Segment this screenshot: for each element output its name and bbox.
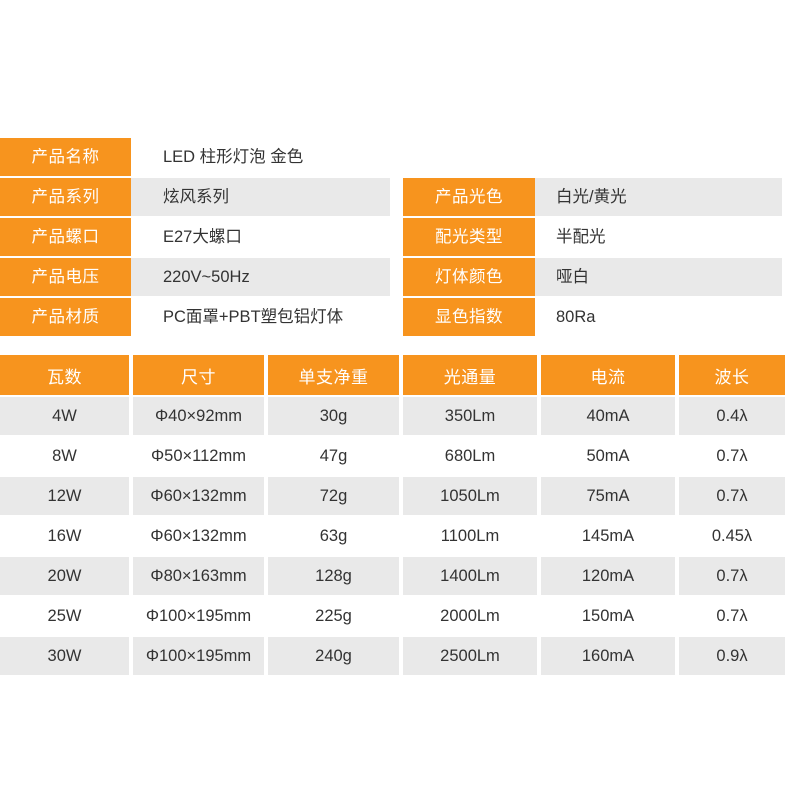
- cell-size: Φ60×132mm: [131, 516, 268, 557]
- cell-size: Φ100×195mm: [131, 596, 268, 637]
- cell-current: 150mA: [539, 596, 679, 637]
- table-row: 8W Φ50×112mm 47g 680Lm 50mA 0.7λ: [0, 436, 785, 477]
- cell-wattage: 25W: [0, 596, 133, 637]
- specification-data-table: 瓦数 尺寸 单支净重 光通量 电流 波长 4W Φ40×92mm 30g 350…: [0, 355, 785, 677]
- table-row: 12W Φ60×132mm 72g 1050Lm 75mA 0.7λ: [0, 476, 785, 517]
- cell-wavelength: 0.7λ: [677, 596, 785, 637]
- cell-wavelength: 0.4λ: [677, 396, 785, 437]
- cell-wattage: 30W: [0, 636, 133, 677]
- cell-wavelength: 0.7λ: [677, 556, 785, 597]
- cell-size: Φ50×112mm: [131, 436, 268, 477]
- spec-value-body-color: 哑白: [556, 268, 589, 286]
- column-header-luminous-flux: 光通量: [401, 355, 541, 397]
- cell-luminous-flux: 1050Lm: [401, 476, 541, 517]
- cell-net-weight: 72g: [266, 476, 403, 517]
- table-row: 16W Φ60×132mm 63g 1100Lm 145mA 0.45λ: [0, 516, 785, 557]
- spec-value-product-series: 炫风系列: [163, 188, 229, 206]
- cell-size: Φ100×195mm: [131, 636, 268, 677]
- cell-wavelength: 0.7λ: [677, 476, 785, 517]
- spec-label-voltage: 产品电压: [0, 258, 131, 296]
- spec-row: 产品电压 220V~50Hz 灯体颜色 哑白: [0, 258, 800, 296]
- cell-wattage: 12W: [0, 476, 133, 517]
- table-body: 4W Φ40×92mm 30g 350Lm 40mA 0.4λ 8W Φ50×1…: [0, 396, 785, 677]
- spec-value-beam-type: 半配光: [556, 228, 606, 246]
- cell-current: 40mA: [539, 396, 679, 437]
- spec-row: 产品螺口 E27大螺口 配光类型 半配光: [0, 218, 800, 256]
- spec-value-cri: 80Ra: [556, 308, 596, 326]
- cell-luminous-flux: 1100Lm: [401, 516, 541, 557]
- column-header-size: 尺寸: [131, 355, 268, 397]
- spec-value-lamp-base: E27大螺口: [163, 228, 242, 246]
- spec-value-material: PC面罩+PBT塑包铝灯体: [163, 308, 344, 326]
- spec-label-lamp-base: 产品螺口: [0, 218, 131, 256]
- cell-wavelength: 0.7λ: [677, 436, 785, 477]
- cell-wavelength: 0.9λ: [677, 636, 785, 677]
- table-row: 4W Φ40×92mm 30g 350Lm 40mA 0.4λ: [0, 396, 785, 437]
- table-row: 30W Φ100×195mm 240g 2500Lm 160mA 0.9λ: [0, 636, 785, 677]
- table-row: 20W Φ80×163mm 128g 1400Lm 120mA 0.7λ: [0, 556, 785, 597]
- spec-label-product-name: 产品名称: [0, 138, 131, 176]
- cell-net-weight: 240g: [266, 636, 403, 677]
- cell-wattage: 8W: [0, 436, 133, 477]
- cell-size: Φ60×132mm: [131, 476, 268, 517]
- specification-block: 产品名称 LED 柱形灯泡 金色 产品系列 炫风系列 产品光色 白光/黄光 产品…: [0, 138, 800, 338]
- cell-wattage: 16W: [0, 516, 133, 557]
- column-header-current: 电流: [539, 355, 679, 397]
- spec-row: 产品材质 PC面罩+PBT塑包铝灯体 显色指数 80Ra: [0, 298, 800, 336]
- spec-label-cri: 显色指数: [403, 298, 535, 336]
- column-header-wattage: 瓦数: [0, 355, 133, 397]
- spec-label-material: 产品材质: [0, 298, 131, 336]
- cell-wattage: 4W: [0, 396, 133, 437]
- table-row: 25W Φ100×195mm 225g 2000Lm 150mA 0.7λ: [0, 596, 785, 637]
- cell-current: 75mA: [539, 476, 679, 517]
- cell-current: 160mA: [539, 636, 679, 677]
- column-header-net-weight: 单支净重: [266, 355, 403, 397]
- cell-net-weight: 47g: [266, 436, 403, 477]
- cell-luminous-flux: 350Lm: [401, 396, 541, 437]
- cell-current: 145mA: [539, 516, 679, 557]
- cell-luminous-flux: 2000Lm: [401, 596, 541, 637]
- cell-luminous-flux: 2500Lm: [401, 636, 541, 677]
- cell-current: 120mA: [539, 556, 679, 597]
- spec-row: 产品名称 LED 柱形灯泡 金色: [0, 138, 800, 176]
- spec-value-product-name: LED 柱形灯泡 金色: [163, 148, 304, 166]
- spec-value-voltage: 220V~50Hz: [163, 268, 250, 286]
- cell-size: Φ80×163mm: [131, 556, 268, 597]
- cell-net-weight: 225g: [266, 596, 403, 637]
- spec-label-beam-type: 配光类型: [403, 218, 535, 256]
- cell-wavelength: 0.45λ: [677, 516, 785, 557]
- cell-size: Φ40×92mm: [131, 396, 268, 437]
- cell-luminous-flux: 1400Lm: [401, 556, 541, 597]
- cell-net-weight: 63g: [266, 516, 403, 557]
- cell-current: 50mA: [539, 436, 679, 477]
- table-header-row: 瓦数 尺寸 单支净重 光通量 电流 波长: [0, 355, 785, 397]
- cell-luminous-flux: 680Lm: [401, 436, 541, 477]
- cell-net-weight: 128g: [266, 556, 403, 597]
- cell-wattage: 20W: [0, 556, 133, 597]
- spec-label-light-color: 产品光色: [403, 178, 535, 216]
- spec-label-product-series: 产品系列: [0, 178, 131, 216]
- table-header: 瓦数 尺寸 单支净重 光通量 电流 波长: [0, 355, 785, 397]
- spec-row: 产品系列 炫风系列 产品光色 白光/黄光: [0, 178, 800, 216]
- column-header-wavelength: 波长: [677, 355, 785, 397]
- spec-value-light-color: 白光/黄光: [556, 188, 627, 206]
- cell-net-weight: 30g: [266, 396, 403, 437]
- spec-label-body-color: 灯体颜色: [403, 258, 535, 296]
